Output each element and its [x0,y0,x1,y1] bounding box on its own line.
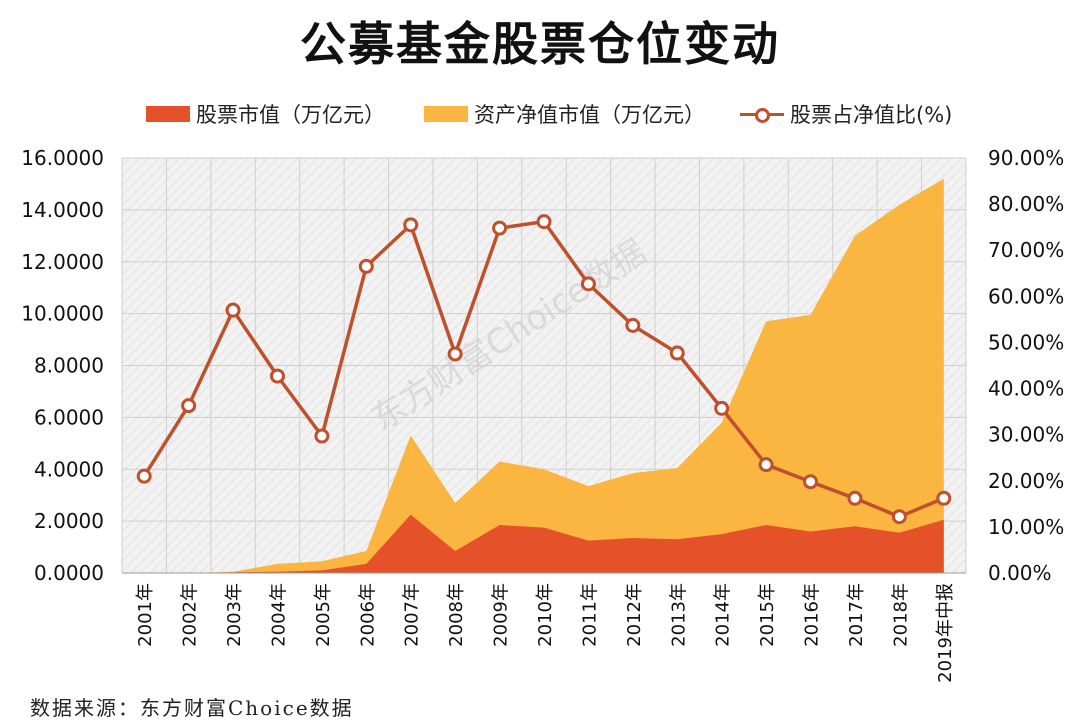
x-tick-label: 2008年 [446,583,467,647]
x-tick-label: 2010年 [535,583,556,647]
ratio-point [403,217,419,233]
y-right-tick-label: 10.00% [988,515,1064,539]
legend-item-stock-value: 股票市值（万亿元） [146,96,385,132]
ratio-point [269,368,285,384]
y-left-tick-label: 10.0000 [21,302,104,326]
y-left-tick-label: 12.0000 [21,250,104,274]
ratio-point [669,345,685,361]
legend-item-ratio: 股票占净值比(%) [740,96,952,132]
x-tick-label: 2004年 [268,583,289,647]
y-right-tick-label: 80.00% [988,192,1064,216]
y-left-tick-label: 16.0000 [21,146,104,170]
legend-item-net-asset: 资产净值市值（万亿元） [424,96,705,132]
source-note: 数据来源：东方财富Choice数据 [30,696,354,720]
legend-swatch-ratio [740,106,784,123]
x-tick-label: 2019年中报 [935,583,956,683]
ratio-point [358,258,374,274]
legend-swatch-net-asset [424,106,468,122]
y-left-tick-label: 2.0000 [34,509,104,533]
ratio-point [714,400,730,416]
ratio-point [181,398,197,414]
y-left-tick-label: 0.0000 [34,561,104,585]
y-left-tick-label: 6.0000 [34,405,104,429]
x-tick-label: 2018年 [890,583,911,647]
x-tick-label: 2005年 [313,583,334,647]
y-left-tick-label: 14.0000 [21,198,104,222]
ratio-point [847,490,863,506]
legend-label-ratio: 股票占净值比(%) [790,103,953,127]
legend-label-net-asset: 资产净值市值（万亿元） [474,103,705,127]
ratio-point [136,468,152,484]
x-tick-label: 2015年 [757,583,778,647]
x-tick-label: 2007年 [402,583,423,647]
y-left-tick-label: 4.0000 [34,457,104,481]
y-left-tick-label: 8.0000 [34,354,104,378]
x-tick-label: 2012年 [624,583,645,647]
ratio-point [758,457,774,473]
ratio-point [536,214,552,230]
ratio-point [803,474,819,490]
area-stock-value [144,514,944,573]
ratio-point [447,346,463,362]
ratio-point [580,276,596,292]
y-right-tick-label: 30.00% [988,423,1064,447]
x-tick-label: 2011年 [579,583,600,647]
ratio-point [936,490,952,506]
y-right-tick-label: 60.00% [988,284,1064,308]
y-right-tick-label: 70.00% [988,238,1064,262]
y-right-tick-label: 90.00% [988,146,1064,170]
chart-title: 公募基金股票仓位变动 [300,17,780,71]
y-right-tick-label: 50.00% [988,330,1064,354]
ratio-point [492,220,508,236]
area-net-asset [144,178,944,574]
legend-label-stock-value: 股票市值（万亿元） [196,103,385,127]
y-right-tick-label: 40.00% [988,377,1064,401]
x-tick-label: 2003年 [224,583,245,647]
y-right-tick-label: 0.00% [988,561,1052,585]
x-tick-label: 2013年 [668,583,689,647]
x-tick-label: 2017年 [846,583,867,647]
legend: 股票市值（万亿元） 资产净值市值（万亿元） 股票占净值比(%) [0,96,1080,132]
x-tick-label: 2001年 [135,583,156,647]
x-tick-label: 2014年 [713,583,734,647]
x-tick-label: 2016年 [802,583,823,647]
x-tick-label: 2002年 [180,583,201,647]
x-tick-label: 2006年 [357,583,378,647]
ratio-point [625,317,641,333]
y-right-tick-label: 20.00% [988,469,1064,493]
ratio-point [225,302,241,318]
x-tick-label: 2009年 [491,583,512,647]
ratio-point [891,509,907,525]
legend-swatch-stock-value [146,106,190,122]
ratio-point [314,428,330,444]
